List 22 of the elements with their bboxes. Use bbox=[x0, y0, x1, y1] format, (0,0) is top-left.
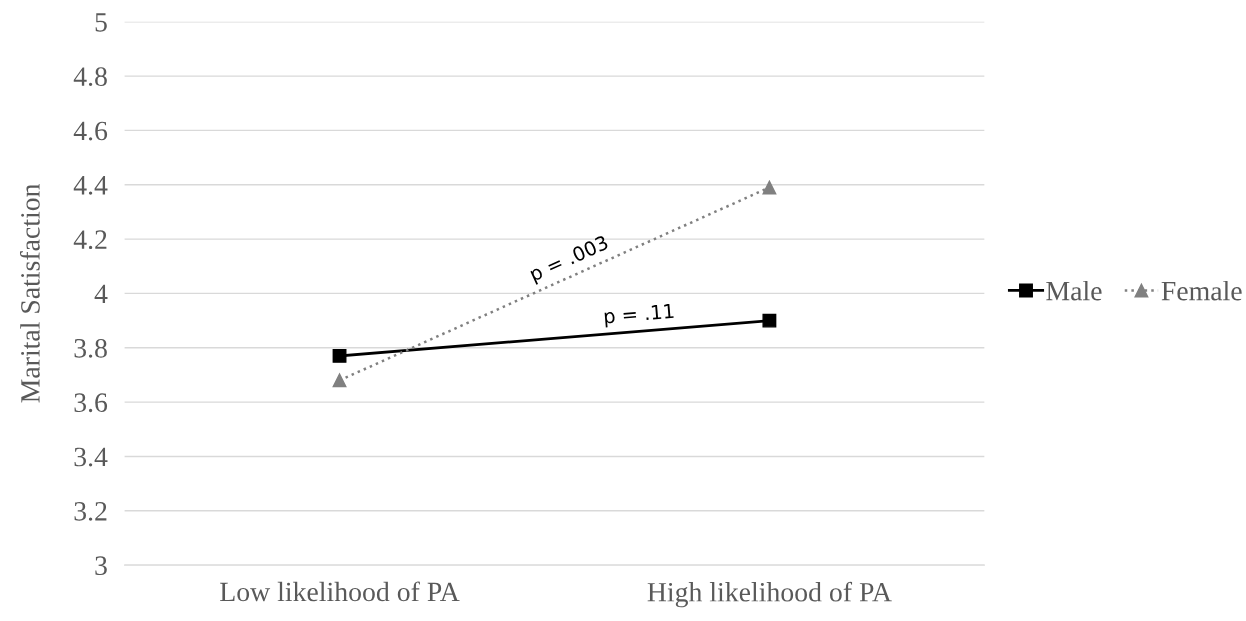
point bbox=[332, 348, 347, 363]
legend-label: Female bbox=[1161, 280, 1242, 301]
point bbox=[762, 313, 777, 328]
y-tick-label: 4.2 bbox=[73, 230, 107, 250]
y-tick-label: 4 bbox=[94, 284, 108, 304]
y-tick-label: 3.2 bbox=[74, 502, 107, 521]
point bbox=[332, 373, 347, 388]
y-tick-label: 3.4 bbox=[74, 447, 108, 467]
y-tick-label: 4.4 bbox=[73, 176, 108, 195]
y-tick-label: 5 bbox=[95, 13, 107, 32]
y-tick-label: 3.6 bbox=[74, 393, 108, 413]
y-tick-label: 4.8 bbox=[73, 67, 107, 87]
legend-label: Male bbox=[1046, 280, 1102, 301]
annotation: p = .003 bbox=[528, 234, 611, 285]
y-tick-label: 3.8 bbox=[74, 338, 107, 358]
annotation: p = .11 bbox=[604, 303, 674, 328]
point bbox=[762, 180, 777, 195]
y-tick-label: 3 bbox=[95, 556, 107, 576]
x-tick-label: Low likelihood of PA bbox=[220, 581, 460, 602]
x-tick-label: High likelihood of PA bbox=[647, 581, 892, 608]
y-axis-title: Marital Satisfaction bbox=[19, 183, 40, 403]
y-tick-label: 4.6 bbox=[73, 121, 108, 141]
